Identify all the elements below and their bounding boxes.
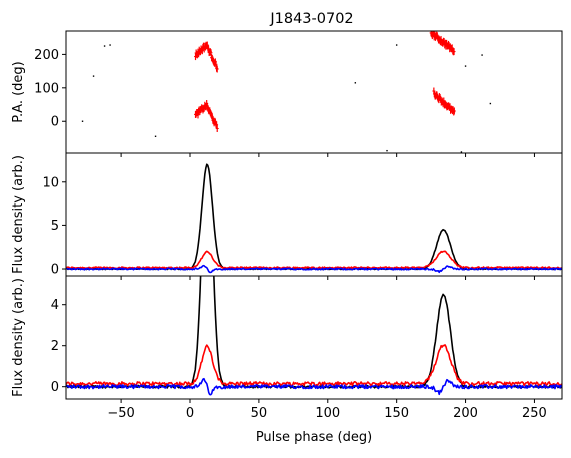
series-circular-flux-full: [66, 264, 562, 274]
x-tick-label: 50: [251, 406, 268, 421]
x-tick-label: 100: [315, 406, 340, 421]
pa-stray-point: [386, 149, 388, 152]
series-linear-flux-full: [66, 250, 562, 270]
y-axis-label-flux-full: Flux density (arb.): [11, 155, 26, 274]
pa-stray-point: [481, 54, 483, 56]
pa-track-2: [429, 31, 456, 56]
panel-frame: [65, 152, 563, 277]
pa-track-3: [432, 87, 456, 116]
series-linear-flux-zoom: [66, 344, 562, 387]
x-tick-label: −50: [107, 406, 134, 421]
plot-area-flux-full: [66, 163, 562, 274]
x-tick-label: 150: [384, 406, 409, 421]
plot-area-flux-zoom: [66, 276, 562, 396]
y-tick-label: 0: [51, 263, 59, 278]
y-tick-label: 0: [51, 380, 59, 395]
x-tick-label: 200: [453, 406, 478, 421]
pa-stray-point: [109, 44, 111, 46]
x-tick-label: 0: [186, 406, 194, 421]
y-tick-label: 200: [34, 48, 59, 63]
panel-frame: [65, 275, 563, 400]
pa-stray-point: [154, 135, 157, 137]
pa-stray-point: [103, 45, 106, 47]
y-axis-label-pa: P.A. (deg): [11, 61, 26, 123]
x-tick-label: 250: [522, 406, 547, 421]
x-axis-label: Pulse phase (deg): [256, 430, 372, 445]
pa-stray-point: [489, 102, 492, 105]
panel-flux-zoom: 0 2 4 Flux density (arb.) −50 0 50 100 150 200 250: [11, 275, 563, 421]
pa-track-0: [194, 41, 219, 73]
series-total-intensity-flux-zoom: [66, 276, 562, 389]
pa-track-1: [194, 100, 219, 132]
pa-stray-point: [92, 75, 95, 77]
panel-flux-full: 0 5 10 Flux density (arb.): [11, 152, 563, 280]
y-tick-label: 2: [51, 339, 59, 354]
chart-title: J1843-0702: [269, 11, 353, 27]
y-tick-label: 10: [42, 175, 59, 190]
y-axis-label-flux-zoom: Flux density (arb.): [11, 278, 26, 397]
y-tick-label: 100: [34, 81, 59, 96]
y-tick-label: 0: [51, 115, 59, 130]
pa-stray-point: [354, 82, 357, 84]
y-tick-label: 4: [51, 298, 59, 313]
plot-area-pa: [81, 31, 492, 153]
pa-stray-point: [460, 151, 463, 153]
pa-stray-point: [464, 65, 467, 67]
panel-frame: [65, 30, 563, 154]
panel-pa: 0 100 200 P.A. (deg): [11, 30, 563, 157]
pa-stray-point: [395, 44, 398, 46]
series-total-intensity-flux-full: [66, 163, 562, 271]
y-tick-label: 5: [51, 219, 59, 234]
pa-stray-point: [81, 120, 84, 122]
series-circular-flux-zoom: [66, 377, 562, 396]
